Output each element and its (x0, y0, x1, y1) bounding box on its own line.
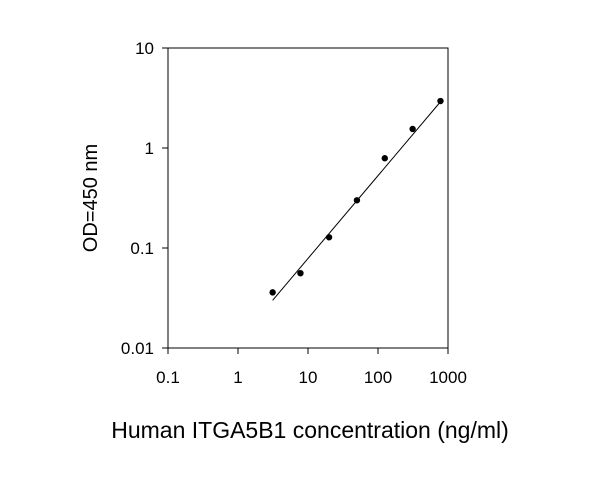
data-point (437, 97, 444, 105)
x-axis-ticks: 0.1 1 10 100 1000 (156, 348, 467, 387)
x-axis-title: Human ITGA5B1 concentration (ng/ml) (111, 417, 509, 443)
x-tick-label: 1000 (429, 368, 467, 387)
y-tick-label: 0.1 (130, 239, 154, 258)
data-point (269, 289, 276, 296)
y-axis-ticks: 0.01 0.1 1 10 (121, 39, 168, 358)
data-point (297, 269, 304, 277)
data-point (409, 125, 416, 133)
y-tick-label: 10 (135, 39, 154, 58)
y-tick-label: 0.01 (121, 339, 154, 358)
data-point (325, 234, 333, 241)
data-points (269, 97, 444, 296)
data-point (381, 155, 388, 162)
x-tick-label: 1 (233, 368, 242, 387)
x-tick-label: 0.1 (156, 368, 180, 387)
x-tick-label: 100 (364, 368, 392, 387)
plot-frame (167, 47, 449, 349)
x-tick-label: 10 (299, 368, 318, 387)
data-point (353, 197, 361, 204)
y-axis-title: OD=450 nm (80, 144, 102, 252)
y-tick-label: 1 (145, 139, 154, 158)
